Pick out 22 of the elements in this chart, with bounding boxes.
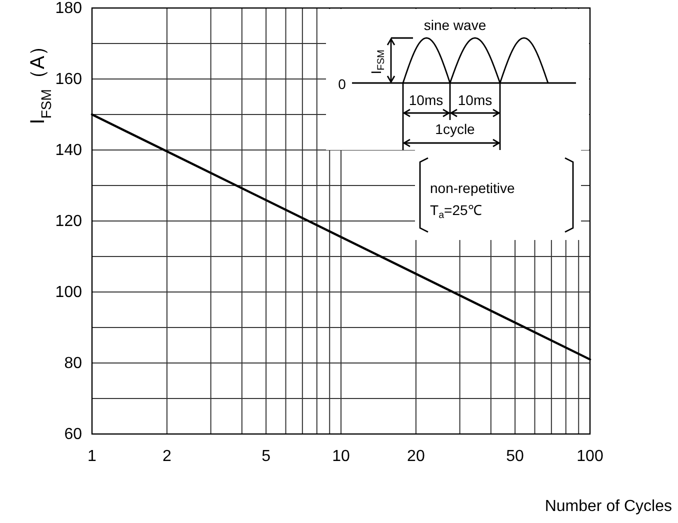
y-tick-label: 60 bbox=[64, 426, 82, 442]
annotation: 10ms bbox=[458, 92, 492, 108]
annotation: 0 bbox=[338, 76, 346, 92]
annotation: 10ms bbox=[408, 92, 444, 108]
x-tick-label: 2 bbox=[162, 448, 172, 464]
y-tick-label: 160 bbox=[55, 70, 82, 88]
annotation: sine wave bbox=[424, 17, 486, 33]
x-tick-label: 20 bbox=[407, 448, 425, 464]
y-tick-label: 120 bbox=[55, 212, 82, 230]
x-tick-label: 1 bbox=[88, 448, 97, 464]
x-tick-label: 50 bbox=[506, 448, 524, 464]
y-tick-label: 180 bbox=[55, 0, 82, 16]
x-tick-label: 100 bbox=[576, 448, 604, 464]
annotation: non-repetitive bbox=[430, 180, 516, 196]
x-tick-label: 10 bbox=[332, 448, 350, 464]
y-tick-label: 100 bbox=[55, 284, 82, 300]
x-axis-title: Number of Cycles bbox=[544, 498, 672, 514]
y-tick-label: 140 bbox=[55, 142, 82, 158]
x-tick-label: 5 bbox=[262, 448, 271, 464]
annotation: T$_{a}$=25℃ bbox=[430, 202, 482, 221]
annotation: 1cycle bbox=[435, 121, 476, 137]
y-tick-label: 80 bbox=[64, 354, 82, 372]
